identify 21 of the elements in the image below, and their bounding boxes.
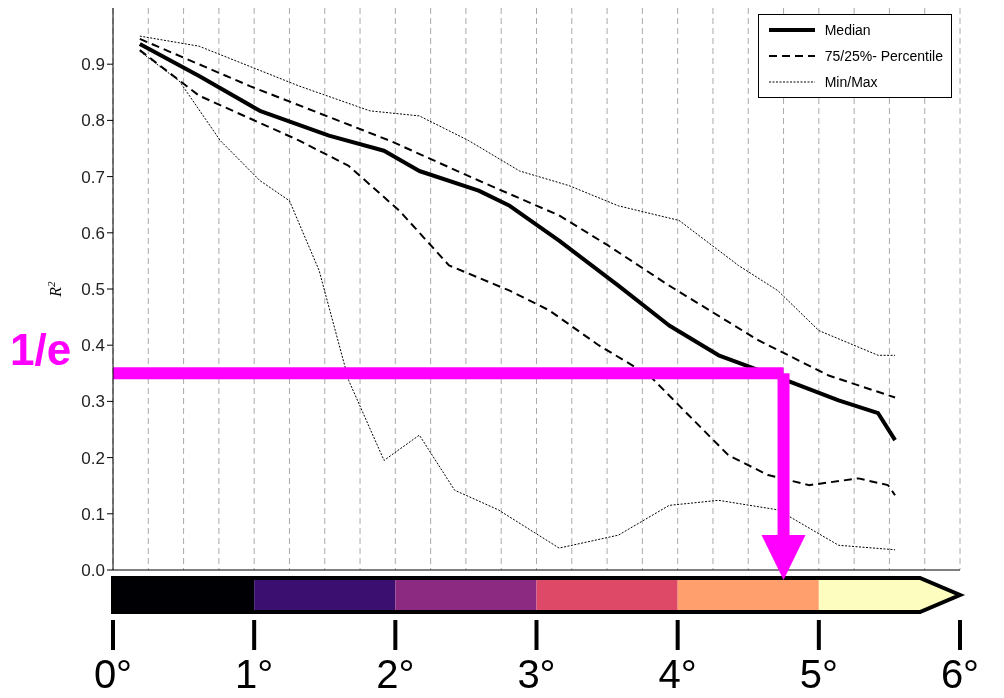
legend-label: Median <box>824 22 871 38</box>
y-tick-label: 0.5 <box>81 280 105 300</box>
x-tick-label: 6° <box>940 652 980 696</box>
y-tick-label: 0.7 <box>81 167 105 187</box>
y-tick-label: 0.0 <box>81 561 105 581</box>
x-tick-label: 1° <box>235 652 274 696</box>
y-tick-label: 0.9 <box>81 55 105 75</box>
ref-line-label: 1/e <box>10 325 72 375</box>
y-tick-label: 0.1 <box>81 504 105 524</box>
y-tick-label: 0.6 <box>81 223 105 243</box>
x-tick-label: 4° <box>658 652 697 696</box>
x-tick-label: 0° <box>93 652 133 696</box>
x-tick-label: 3° <box>517 652 556 696</box>
legend-label: Min/Max <box>824 74 878 90</box>
x-tick-label: 2° <box>376 652 415 696</box>
y-tick-label: 0.4 <box>81 336 105 356</box>
legend-label: 75/25%- Percentile <box>824 48 943 64</box>
y-tick-label: 0.2 <box>81 448 105 468</box>
x-tick-label: 5° <box>799 652 838 696</box>
y-tick-label: 0.8 <box>81 111 105 131</box>
y-tick-label: 0.3 <box>81 392 105 412</box>
